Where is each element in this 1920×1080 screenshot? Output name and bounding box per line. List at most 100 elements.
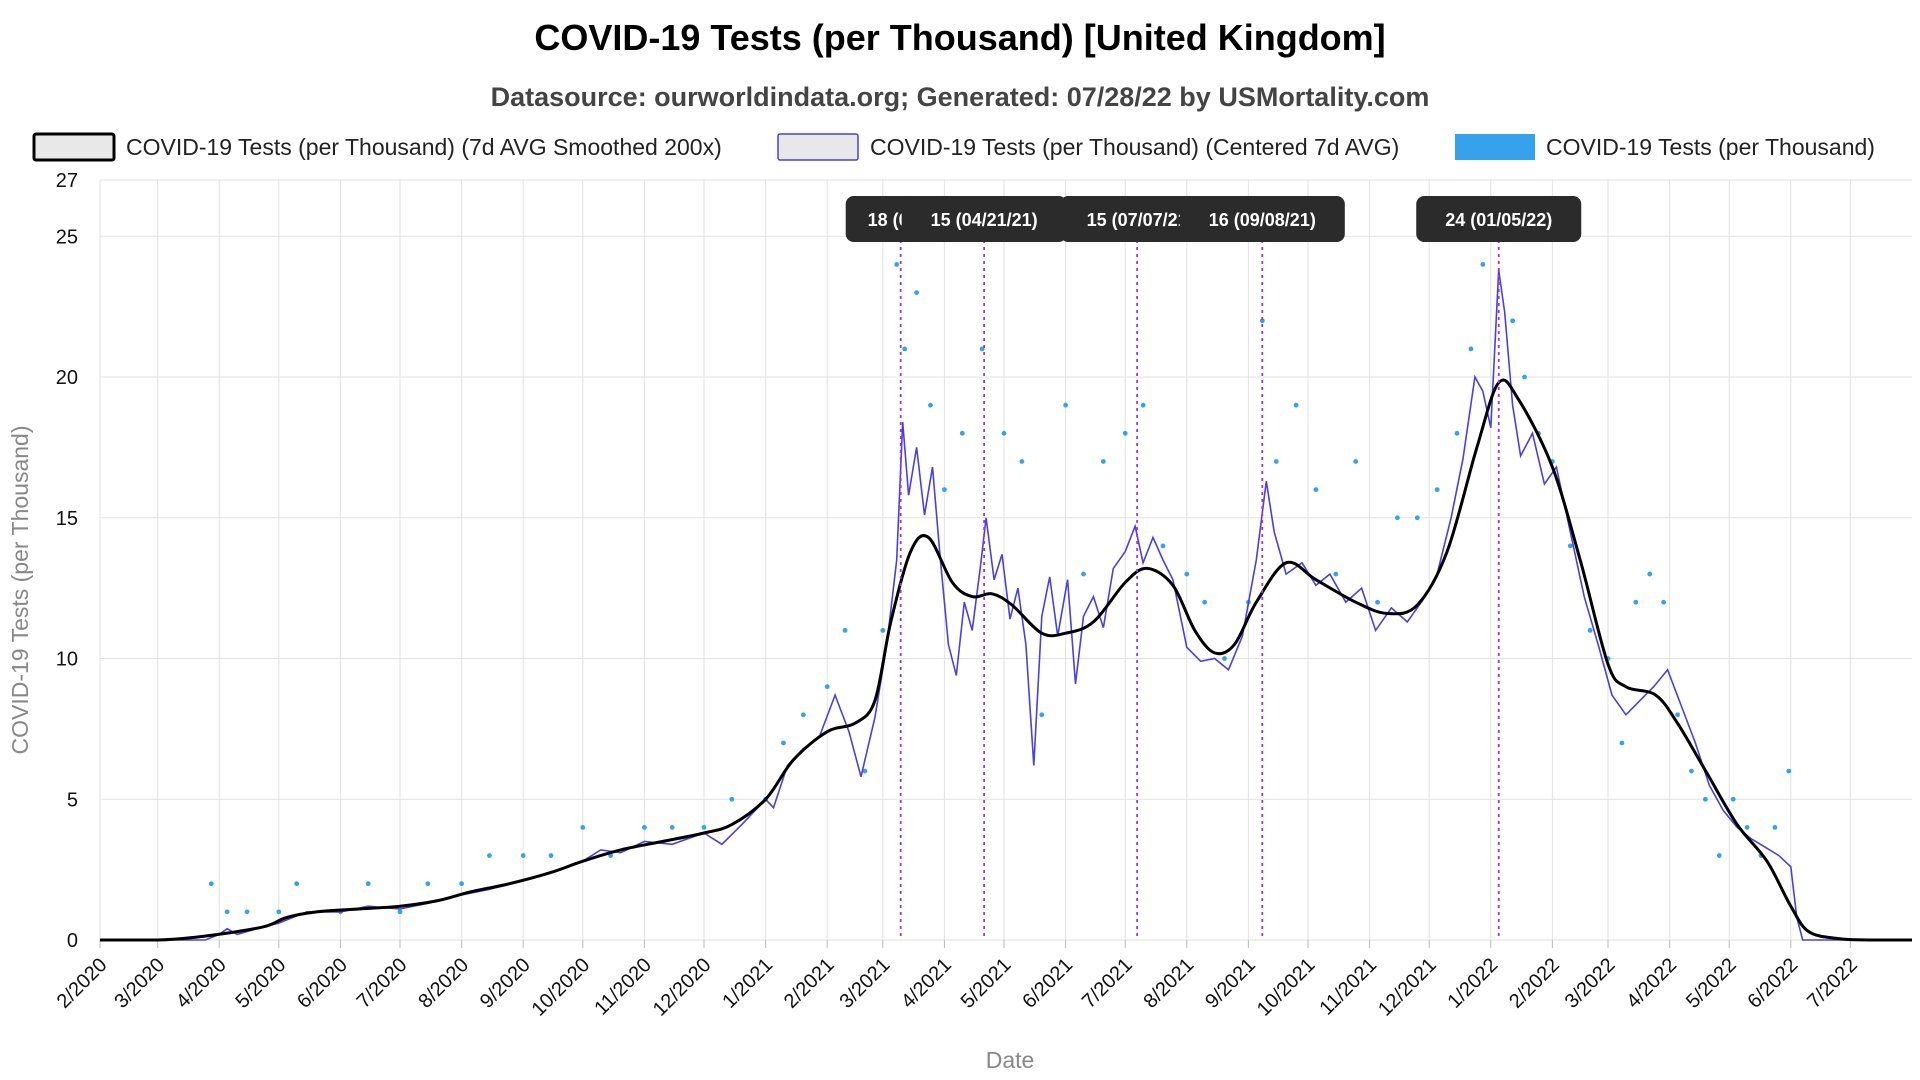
- daily-point: [669, 825, 675, 830]
- legend-item-daily[interactable]: COVID-19 Tests (per Thousand): [1455, 134, 1875, 160]
- daily-point: [1333, 571, 1339, 577]
- annotation-label: 16 (09/08/21): [1209, 210, 1316, 230]
- daily-point: [862, 768, 868, 774]
- x-tick-label: 8/2021: [1140, 954, 1199, 1013]
- daily-point: [942, 487, 947, 493]
- daily-point: [880, 627, 886, 633]
- x-tick-label: 5/2020: [232, 954, 291, 1013]
- x-tick-label: 9/2021: [1201, 954, 1260, 1013]
- daily-point: [1100, 459, 1106, 464]
- legend-item-smoothed[interactable]: COVID-19 Tests (per Thousand) (7d AVG Sm…: [32, 132, 722, 162]
- y-tick-label: 20: [56, 367, 78, 389]
- x-tick-label: 11/2021: [1315, 954, 1381, 1020]
- annotation-box: [1060, 196, 1215, 242]
- daily-point: [580, 825, 586, 830]
- gridlines: [99, 179, 1912, 941]
- annotation-box: [1416, 196, 1582, 242]
- daily-point: [1647, 571, 1653, 577]
- legend-item-centered[interactable]: COVID-19 Tests (per Thousand) (Centered …: [777, 133, 1399, 161]
- x-tick-label: 1/2022: [1444, 954, 1503, 1013]
- daily-point: [928, 402, 933, 408]
- legend-swatch-smoothed: [32, 132, 116, 162]
- daily-point: [1730, 796, 1736, 802]
- daily-point: [1019, 459, 1025, 464]
- daily-point: [1661, 599, 1667, 605]
- x-tick-label: 8/2020: [414, 954, 473, 1013]
- daily-point: [641, 825, 647, 830]
- x-tick-label: 1/2021: [718, 954, 777, 1013]
- x-tick-label: 11/2020: [590, 954, 656, 1020]
- x-tick-label: 9/2020: [476, 954, 535, 1013]
- daily-point: [276, 909, 282, 915]
- daily-point: [701, 825, 707, 830]
- daily-point: [1716, 853, 1722, 858]
- daily-point: [1480, 262, 1486, 267]
- daily-point: [1184, 571, 1190, 577]
- annotation-label: 24 (01/05/22): [1445, 210, 1552, 230]
- series-daily-dots: [208, 233, 1792, 915]
- y-tick-label: 15: [56, 508, 78, 530]
- daily-point: [1395, 515, 1400, 521]
- x-tick-label: 7/2020: [353, 954, 412, 1013]
- daily-point: [1786, 768, 1792, 774]
- daily-point: [1522, 374, 1527, 380]
- y-tick-label: 5: [67, 789, 78, 811]
- daily-point: [824, 684, 830, 690]
- annotation-box: [901, 196, 1067, 242]
- x-tick-label: 10/2021: [1253, 954, 1320, 1021]
- x-tick-label: 6/2022: [1744, 954, 1803, 1013]
- daily-point: [459, 881, 465, 887]
- daily-point: [244, 909, 250, 915]
- x-tick-label: 4/2021: [897, 954, 956, 1013]
- daily-point: [902, 346, 908, 352]
- annotation-label: 15 (07/07/21: [1087, 210, 1188, 230]
- daily-point: [397, 909, 403, 915]
- annotation-box: [1179, 196, 1345, 242]
- x-axis-label: Date: [986, 1047, 1035, 1073]
- daily-point: [224, 909, 230, 915]
- daily-point: [1273, 459, 1279, 464]
- daily-point: [914, 290, 919, 295]
- legend: COVID-19 Tests (per Thousand) (7d AVG Sm…: [32, 132, 1875, 162]
- daily-point: [1222, 656, 1227, 661]
- daily-point: [1353, 459, 1359, 464]
- daily-point: [894, 262, 900, 267]
- daily-point: [208, 881, 214, 887]
- x-tick-label: 2/2022: [1505, 954, 1564, 1013]
- daily-point: [729, 796, 735, 802]
- x-tick-label: 3/2022: [1561, 954, 1620, 1013]
- daily-point: [548, 853, 554, 858]
- daily-point: [1434, 487, 1440, 493]
- x-tick-label: 2/2021: [780, 954, 839, 1013]
- daily-point: [1510, 318, 1516, 324]
- x-tick-label: 5/2021: [957, 954, 1016, 1013]
- daily-point: [1744, 825, 1750, 830]
- legend-swatch-centered: [777, 133, 859, 161]
- x-tick-label: 3/2021: [836, 954, 895, 1013]
- series-line-centered: [100, 269, 1912, 941]
- annotation-label: 15 (04/21/21): [931, 210, 1038, 230]
- y-tick-label: 0: [67, 930, 78, 952]
- x-tick-label: 3/2020: [110, 954, 169, 1013]
- daily-point: [1160, 543, 1166, 549]
- daily-point: [1772, 825, 1778, 830]
- daily-point: [781, 740, 786, 746]
- y-tick-label: 10: [56, 649, 78, 671]
- daily-point: [1675, 712, 1680, 718]
- y-axis-ticks: 0 5 10 15 20 25 27: [56, 170, 78, 952]
- legend-label-centered: COVID-19 Tests (per Thousand) (Centered …: [870, 134, 1399, 160]
- x-tick-label: 6/2021: [1018, 954, 1077, 1013]
- daily-point: [959, 430, 965, 436]
- x-tick-label: 10/2020: [528, 954, 595, 1021]
- daily-point: [842, 627, 848, 633]
- daily-point: [1375, 599, 1380, 605]
- x-tick-label: 7/2021: [1078, 954, 1137, 1013]
- daily-point: [520, 853, 526, 858]
- y-axis-label: COVID-19 Tests (per Thousand): [7, 426, 33, 755]
- daily-point: [1633, 599, 1639, 605]
- daily-point: [800, 712, 806, 718]
- daily-point: [487, 853, 492, 858]
- chart-subtitle: Datasource: ourworldindata.org; Generate…: [491, 82, 1430, 112]
- daily-point: [1587, 627, 1593, 633]
